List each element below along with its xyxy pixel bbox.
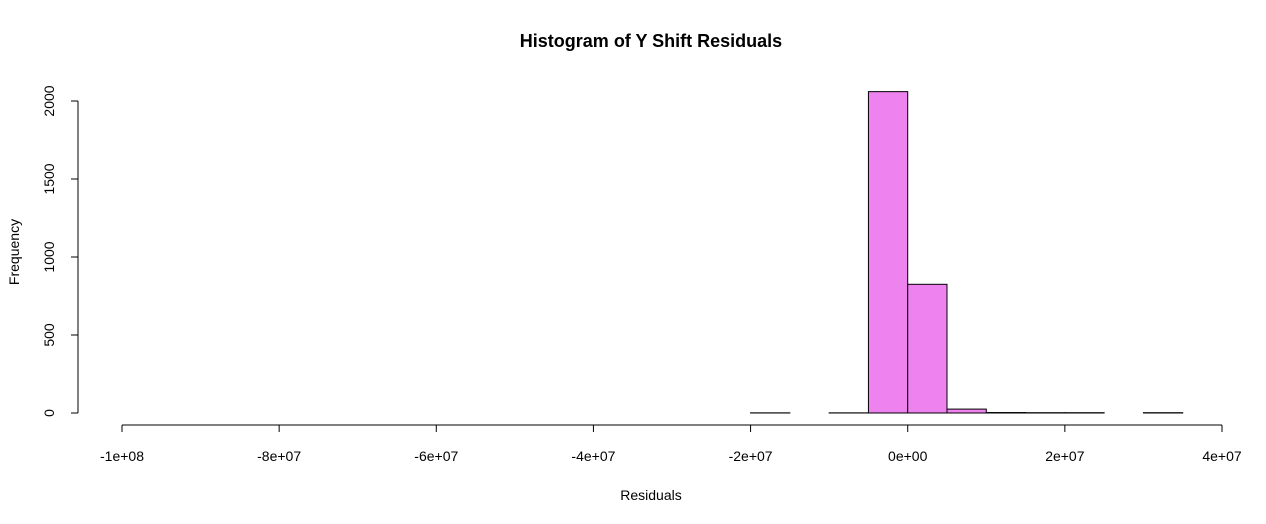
x-tick-label: 0e+00 (888, 448, 928, 464)
y-tick-label: 1000 (41, 241, 57, 272)
y-tick-label: 500 (41, 323, 57, 347)
histogram-bar (946, 408, 987, 414)
y-tick-label: 2000 (41, 85, 57, 116)
y-axis: 0 500 1000 1500 2000 (41, 85, 79, 417)
x-tick-label: -6e+07 (414, 448, 458, 464)
y-tick-label: 1500 (41, 163, 57, 194)
x-tick-label: -8e+07 (257, 448, 301, 464)
x-tick-label: -2e+07 (729, 448, 773, 464)
x-tick-label: -4e+07 (571, 448, 615, 464)
x-tick-label: 4e+07 (1202, 448, 1242, 464)
histogram-bar (867, 91, 909, 414)
histogram-bar (907, 283, 948, 414)
y-tick-label: 0 (41, 409, 57, 417)
x-axis: -1e+08 -8e+07 -6e+07 -4e+07 -2e+07 0e+00 2e+07… (100, 424, 1242, 464)
y-axis-label: Frequency (6, 219, 22, 285)
bars (750, 91, 1184, 414)
x-axis-label: Residuals (620, 487, 681, 503)
x-tick-label: -1e+08 (100, 448, 144, 464)
chart-title: Histogram of Y Shift Residuals (520, 31, 782, 51)
x-tick-label: 2e+07 (1045, 448, 1085, 464)
